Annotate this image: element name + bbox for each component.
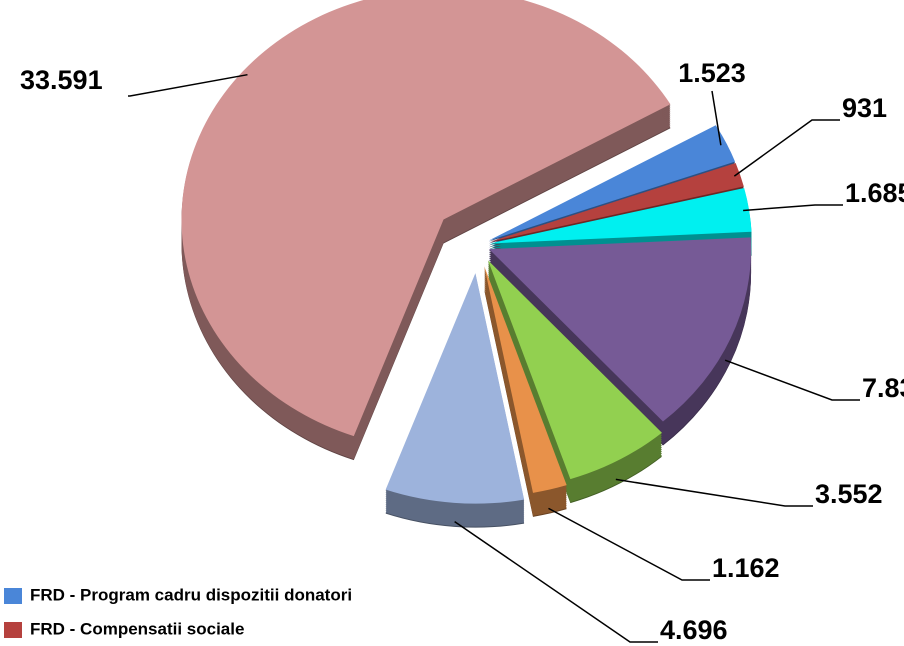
leader-line [454, 520, 658, 643]
data-label: 7.835 [862, 373, 904, 403]
data-label: 4.696 [660, 615, 728, 645]
legend-label: FRD - Compensatii sociale [30, 619, 244, 638]
legend-label: FRD - Program cadru dispozitii donatori [30, 585, 352, 604]
leader-line [128, 73, 248, 97]
slice [489, 237, 752, 422]
data-label: 3.552 [815, 479, 883, 509]
slice [484, 266, 567, 493]
data-label: 1.523 [678, 58, 746, 88]
slice [489, 162, 744, 242]
leader-line [615, 478, 813, 507]
slice [489, 187, 752, 244]
data-label: 1.685 [845, 178, 904, 208]
leader-line [724, 359, 860, 401]
leader-line [548, 507, 710, 581]
leader-line [743, 204, 843, 212]
leader-line [733, 119, 840, 177]
slice [181, 0, 671, 437]
data-label: 1.162 [712, 553, 780, 583]
leader-line [711, 90, 722, 146]
slice [488, 125, 736, 241]
data-label: 931 [842, 93, 887, 123]
slice [385, 273, 525, 504]
legend-swatch [4, 588, 22, 604]
data-label: 33.591 [20, 65, 103, 95]
legend-swatch [4, 622, 22, 638]
slice [487, 260, 662, 480]
